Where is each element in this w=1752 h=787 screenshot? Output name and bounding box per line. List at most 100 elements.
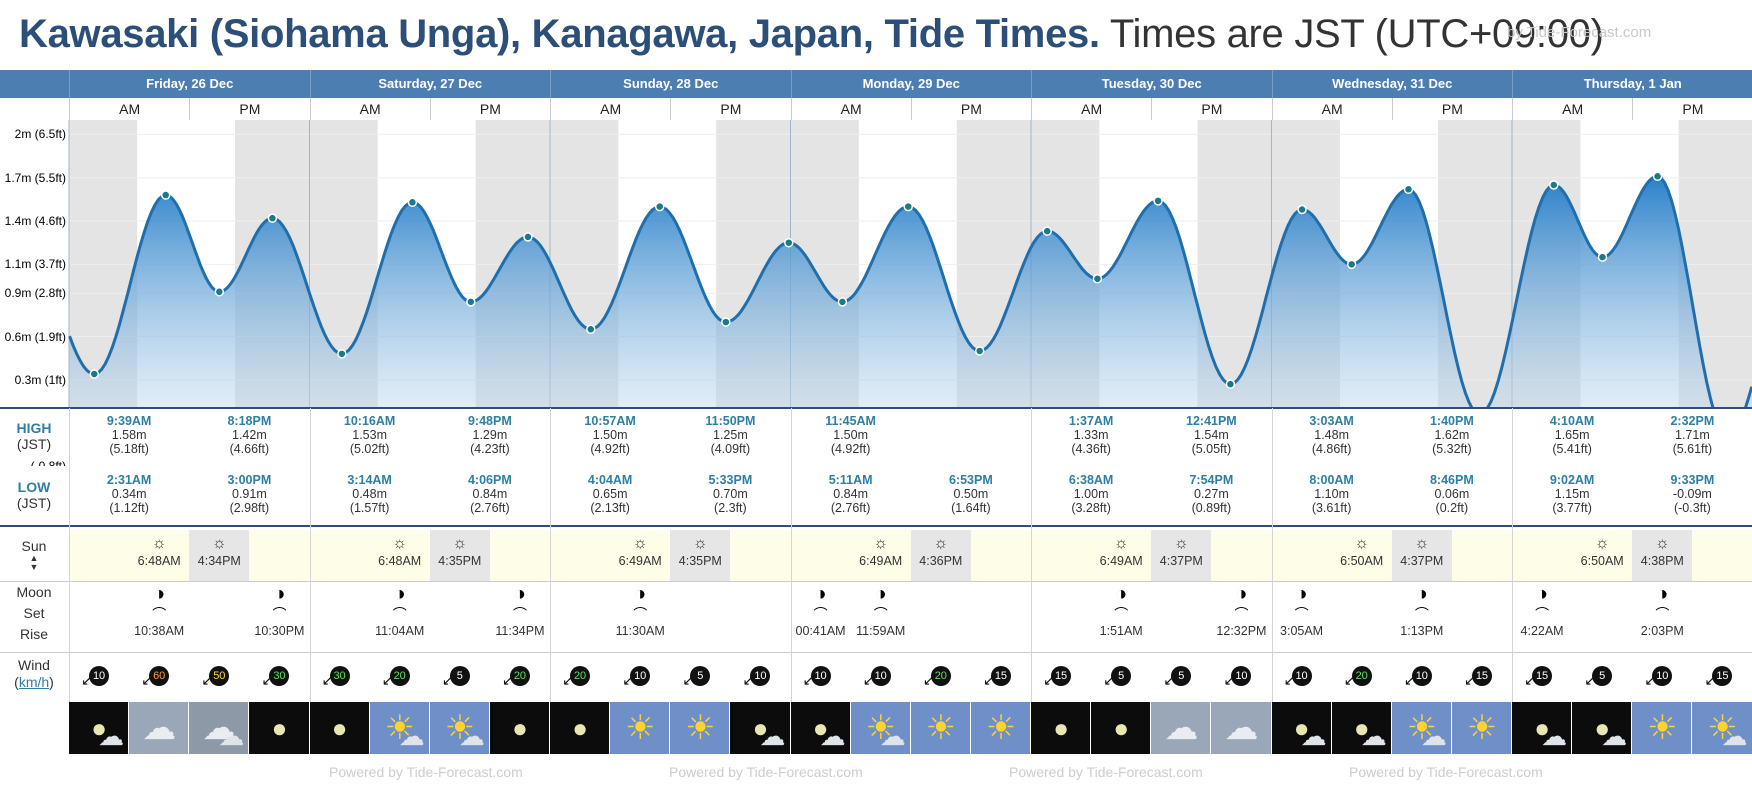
y-tick-label-5: 0.6m (1.9ft) xyxy=(0,329,66,344)
weather-moon-icon: ● xyxy=(249,702,310,754)
weather-cloud-icon: ☁ xyxy=(1211,702,1272,754)
low-tide-m: 0.91m xyxy=(232,487,267,501)
low-tide-cell: 9:02AM 1.15m (3.77ft) xyxy=(1512,473,1632,515)
high-tide-m: 1.48m xyxy=(1314,428,1349,442)
tide-point-25 xyxy=(1652,171,1663,182)
high-tide-time: 10:57AM xyxy=(584,414,636,428)
pm-header-0: PM xyxy=(189,98,309,120)
y-tick-label-1: 1.7m (5.5ft) xyxy=(0,170,66,185)
sun-set-cell: ☼ 4:35PM xyxy=(670,534,730,568)
wind-unit-text[interactable]: km/h xyxy=(18,674,50,690)
weather-glyph: ● xyxy=(812,713,829,743)
wind-direction-icon: ↙ xyxy=(862,672,875,688)
high-tide-time: 11:50PM xyxy=(705,414,756,428)
high-tide-m: 1.54m xyxy=(1194,428,1229,442)
low-label: LOW (JST) xyxy=(0,479,68,511)
col-divider-0 xyxy=(69,408,70,753)
high-tide-m: 1.62m xyxy=(1434,428,1470,442)
high-tide-m: 1.25m xyxy=(713,428,748,442)
weather-sun-cloud-icon: ☀ ☁ xyxy=(850,702,911,754)
high-tide-ft: (4.66ft) xyxy=(229,442,270,456)
moon-time: 1:51AM xyxy=(1099,624,1143,638)
low-tide-cell: 3:14AM 0.48m (1.57ft) xyxy=(310,473,430,515)
sun-label: Sun ▲ ▼ xyxy=(0,538,68,572)
low-tide-cell: 4:06PM 0.84m (2.76ft) xyxy=(430,473,550,515)
sunset-icon: ☼ xyxy=(1173,535,1189,552)
wind-speed-badge: 20 xyxy=(930,666,951,686)
weather-glyph: ☀ xyxy=(685,709,716,747)
wind-direction-icon: ↙ xyxy=(1584,672,1596,688)
high-tide-m: 1.29m xyxy=(472,428,508,442)
weather-moon-cloud-icon: ● ☁ xyxy=(790,702,851,754)
high-tide-ft: (5.41ft) xyxy=(1552,442,1592,456)
daylight-band xyxy=(1632,530,1693,582)
wind-unit-link[interactable]: (km/h) xyxy=(14,674,54,690)
tide-point-9 xyxy=(654,201,665,212)
sun-rise-time: 6:50AM xyxy=(1340,554,1384,568)
low-tide-ft: (0.89ft) xyxy=(1191,501,1232,515)
weather-glyph: ☁ xyxy=(142,709,177,747)
sun-set-cell: ☼ 4:36PM xyxy=(911,534,971,568)
weather-cloud-overlay: ☁ xyxy=(98,721,125,751)
high-tide-cell: 1:37AM 1.33m (4.36ft) xyxy=(1031,414,1151,456)
day-header-6: Thursday, 1 Jan xyxy=(1512,70,1752,98)
col-divider-5 xyxy=(1271,408,1273,753)
wind-speed-badge: 20 xyxy=(389,666,410,686)
high-tide-cell: 12:41PM 1.54m (5.05ft) xyxy=(1151,414,1271,456)
high-label: HIGH (JST) xyxy=(0,420,68,452)
sun-row-bg xyxy=(69,530,1752,582)
high-tide-time: 10:16AM xyxy=(343,414,396,428)
weather-cloud-overlay: ☁ xyxy=(879,721,906,751)
weather-moon-icon: ● xyxy=(1031,702,1092,754)
sunset-icon: ☼ xyxy=(933,535,949,552)
sun-set-cell: ☼ 4:37PM xyxy=(1392,534,1452,568)
weather-glyph: ☀ xyxy=(624,709,656,747)
tide-point-10 xyxy=(721,317,731,327)
low-tide-m: 0.65m xyxy=(592,487,628,501)
wind-label: Wind (km/h) xyxy=(0,657,68,691)
high-tide-ft: (5.18ft) xyxy=(109,442,149,456)
wind-direction-icon: ↙ xyxy=(1403,672,1416,688)
low-tide-cell: 9:33PM -0.09m (-0.3ft) xyxy=(1632,473,1752,515)
sunrise-icon: ☼ xyxy=(1354,535,1370,552)
low-tide-ft: (2.98ft) xyxy=(229,501,270,515)
wind-speed-badge: 15 xyxy=(1532,666,1553,686)
moon-set-label: Set xyxy=(23,605,45,621)
high-tide-time: 4:10AM xyxy=(1549,414,1595,428)
high-tide-time: 1:37AM xyxy=(1068,414,1114,428)
moon-phase-icon: ◑ xyxy=(1115,583,1128,605)
moon-phase-icon: ◑ xyxy=(874,583,887,605)
sun-set-time: 4:37PM xyxy=(1159,554,1203,568)
row-separator-3 xyxy=(0,652,1752,653)
tide-point-0 xyxy=(89,369,100,379)
wind-direction-icon: ↙ xyxy=(321,672,334,688)
tide-point-17 xyxy=(1153,196,1163,206)
wind-speed-badge: 10 xyxy=(630,666,651,686)
moon-time: 1:13PM xyxy=(1400,624,1444,638)
moon-cell: ◑ ⌒ 1:13PM xyxy=(1392,582,1452,638)
y-tick-label-3: 1.1m (3.7ft) xyxy=(0,257,66,272)
sunrise-icon: ☼ xyxy=(151,535,167,552)
low-tide-time: 9:33PM xyxy=(1670,473,1715,487)
low-tide-time: 4:06PM xyxy=(467,473,512,487)
wind-speed-badge: 60 xyxy=(149,666,170,686)
daylight-band xyxy=(189,530,250,582)
weather-moon-cloud-icon: ● ☁ xyxy=(1512,702,1573,754)
byline[interactable]: by Tide-Forecast.com xyxy=(1507,24,1651,41)
low-tide-time: 6:53PM xyxy=(948,473,993,487)
wind-direction-icon: ↙ xyxy=(1283,672,1296,688)
moon-phase-icon: ◑ xyxy=(153,583,166,605)
weather-sun-icon: ☀ xyxy=(1451,702,1512,754)
high-tide-time: 1:40PM xyxy=(1429,414,1474,428)
weather-glyph: ☀ xyxy=(985,709,1017,747)
high-tide-time: 2:32PM xyxy=(1670,414,1715,428)
day-header-2: Sunday, 28 Dec xyxy=(550,70,791,98)
row-separator-1 xyxy=(0,525,1752,527)
weather-moon-icon: ● xyxy=(1091,702,1152,754)
wind-speed-badge: 15 xyxy=(1712,666,1733,686)
weather-glyph: ☀ xyxy=(1406,709,1438,747)
wind-speed-badge: 15 xyxy=(1051,666,1072,686)
moon-rise-icon: ⌒ xyxy=(512,606,527,622)
weather-glyph: ☀ xyxy=(1647,709,1678,747)
low-tide-m: 1.00m xyxy=(1073,487,1109,501)
